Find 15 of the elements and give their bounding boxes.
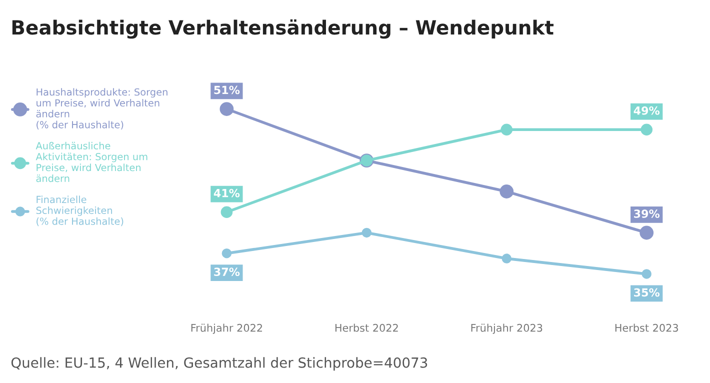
data-label: 35% [634, 288, 660, 297]
x-tick-label: Frühjahr 2023 [471, 324, 542, 334]
x-tick-label: Frühjahr 2022 [191, 324, 262, 334]
legend-label: Haushaltsprodukte: Sorgen um Preise, wird Verhalten ändern (% der Haushalte) [36, 88, 168, 130]
legend-label: Finanzielle Schwierigkeiten (% der Haushalte) [36, 196, 124, 226]
data-label: 41% [214, 188, 240, 198]
data-label: 49% [634, 106, 660, 115]
source-note: Quelle: EU-15, 4 Wellen, Gesamtzahl der Stichprobe=40073 [11, 357, 428, 371]
data-label: 37% [214, 268, 240, 276]
x-tick-label: Herbst 2022 [335, 324, 398, 332]
data-label: 51% [214, 86, 240, 94]
data-label: 39% [634, 210, 660, 218]
chart-title: Beabsichtigte Verhaltensänderung – Wendepunkt [12, 19, 554, 39]
x-tick-label: Herbst 2023 [615, 324, 678, 332]
legend-label: Außerhäusliche Aktivitäten: Sorgen um Preise, wird Verhalten ändern [36, 142, 148, 182]
